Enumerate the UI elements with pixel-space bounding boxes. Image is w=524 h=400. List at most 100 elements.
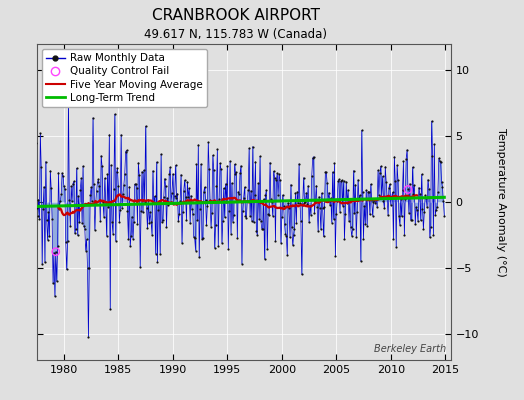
Point: [345, 218, 353, 224]
Point: [434, 188, 442, 195]
Point: [289, 242, 297, 248]
Point: [165, 171, 173, 178]
Point: [48, 216, 56, 222]
Point: [249, 219, 258, 226]
Point: [102, 198, 110, 205]
Point: [133, 184, 141, 191]
Point: [350, 167, 358, 174]
Point: [329, 169, 337, 175]
Point: [47, 185, 56, 192]
Point: [75, 219, 83, 226]
Point: [403, 147, 411, 153]
Point: [432, 206, 440, 213]
Point: [197, 161, 205, 168]
Point: [248, 143, 257, 150]
Point: [319, 233, 328, 240]
Point: [134, 160, 143, 166]
Point: [49, 280, 57, 286]
Point: [263, 246, 271, 253]
Point: [71, 230, 79, 236]
Point: [262, 187, 270, 193]
Point: [357, 127, 366, 134]
Point: [419, 226, 428, 232]
Point: [71, 226, 80, 232]
Point: [164, 202, 172, 208]
Point: [230, 212, 238, 218]
Point: [369, 198, 378, 205]
Point: [298, 271, 306, 278]
Point: [340, 236, 348, 242]
Point: [337, 177, 346, 184]
Point: [393, 162, 401, 169]
Point: [384, 212, 392, 218]
Point: [346, 196, 354, 203]
Point: [241, 213, 249, 219]
Point: [79, 163, 87, 169]
Point: [328, 219, 336, 226]
Point: [84, 334, 93, 340]
Point: [214, 242, 222, 249]
Point: [129, 219, 138, 225]
Point: [31, 167, 39, 174]
Point: [123, 147, 131, 154]
Point: [399, 158, 408, 164]
Point: [368, 212, 377, 219]
Point: [35, 216, 43, 222]
Point: [70, 178, 78, 185]
Point: [41, 158, 50, 165]
Point: [82, 247, 90, 254]
Point: [119, 182, 128, 188]
Point: [202, 222, 211, 229]
Point: [67, 183, 75, 189]
Point: [114, 183, 123, 189]
Point: [136, 264, 145, 270]
Point: [119, 191, 127, 198]
Point: [226, 158, 234, 165]
Point: [372, 196, 380, 202]
Point: [318, 190, 326, 196]
Point: [347, 233, 356, 239]
Point: [179, 209, 187, 215]
Point: [99, 199, 107, 205]
Point: [151, 250, 160, 257]
Point: [185, 185, 193, 192]
Point: [201, 197, 210, 204]
Point: [418, 206, 427, 212]
Point: [129, 236, 137, 242]
Point: [58, 170, 67, 176]
Point: [352, 234, 361, 240]
Point: [78, 220, 86, 226]
Point: [130, 181, 139, 188]
Point: [208, 210, 216, 216]
Point: [254, 180, 263, 186]
Point: [103, 171, 112, 178]
Point: [412, 204, 420, 210]
Point: [363, 222, 372, 229]
Point: [116, 207, 124, 213]
Point: [201, 184, 209, 190]
Point: [55, 206, 63, 212]
Point: [112, 238, 120, 244]
Point: [244, 187, 253, 193]
Point: [167, 198, 175, 205]
Point: [310, 210, 319, 216]
Point: [28, 262, 36, 269]
Point: [65, 197, 73, 203]
Point: [38, 261, 46, 267]
Point: [100, 214, 108, 220]
Point: [401, 196, 409, 203]
Point: [235, 191, 243, 197]
Point: [373, 204, 381, 210]
Point: [269, 168, 278, 174]
Point: [405, 210, 413, 216]
Point: [438, 184, 446, 190]
Point: [43, 237, 52, 243]
Point: [215, 196, 223, 202]
Point: [379, 198, 388, 204]
Point: [275, 171, 283, 177]
Point: [154, 206, 162, 213]
Point: [227, 230, 235, 237]
Point: [37, 164, 46, 170]
Point: [143, 205, 151, 211]
Point: [225, 208, 233, 214]
